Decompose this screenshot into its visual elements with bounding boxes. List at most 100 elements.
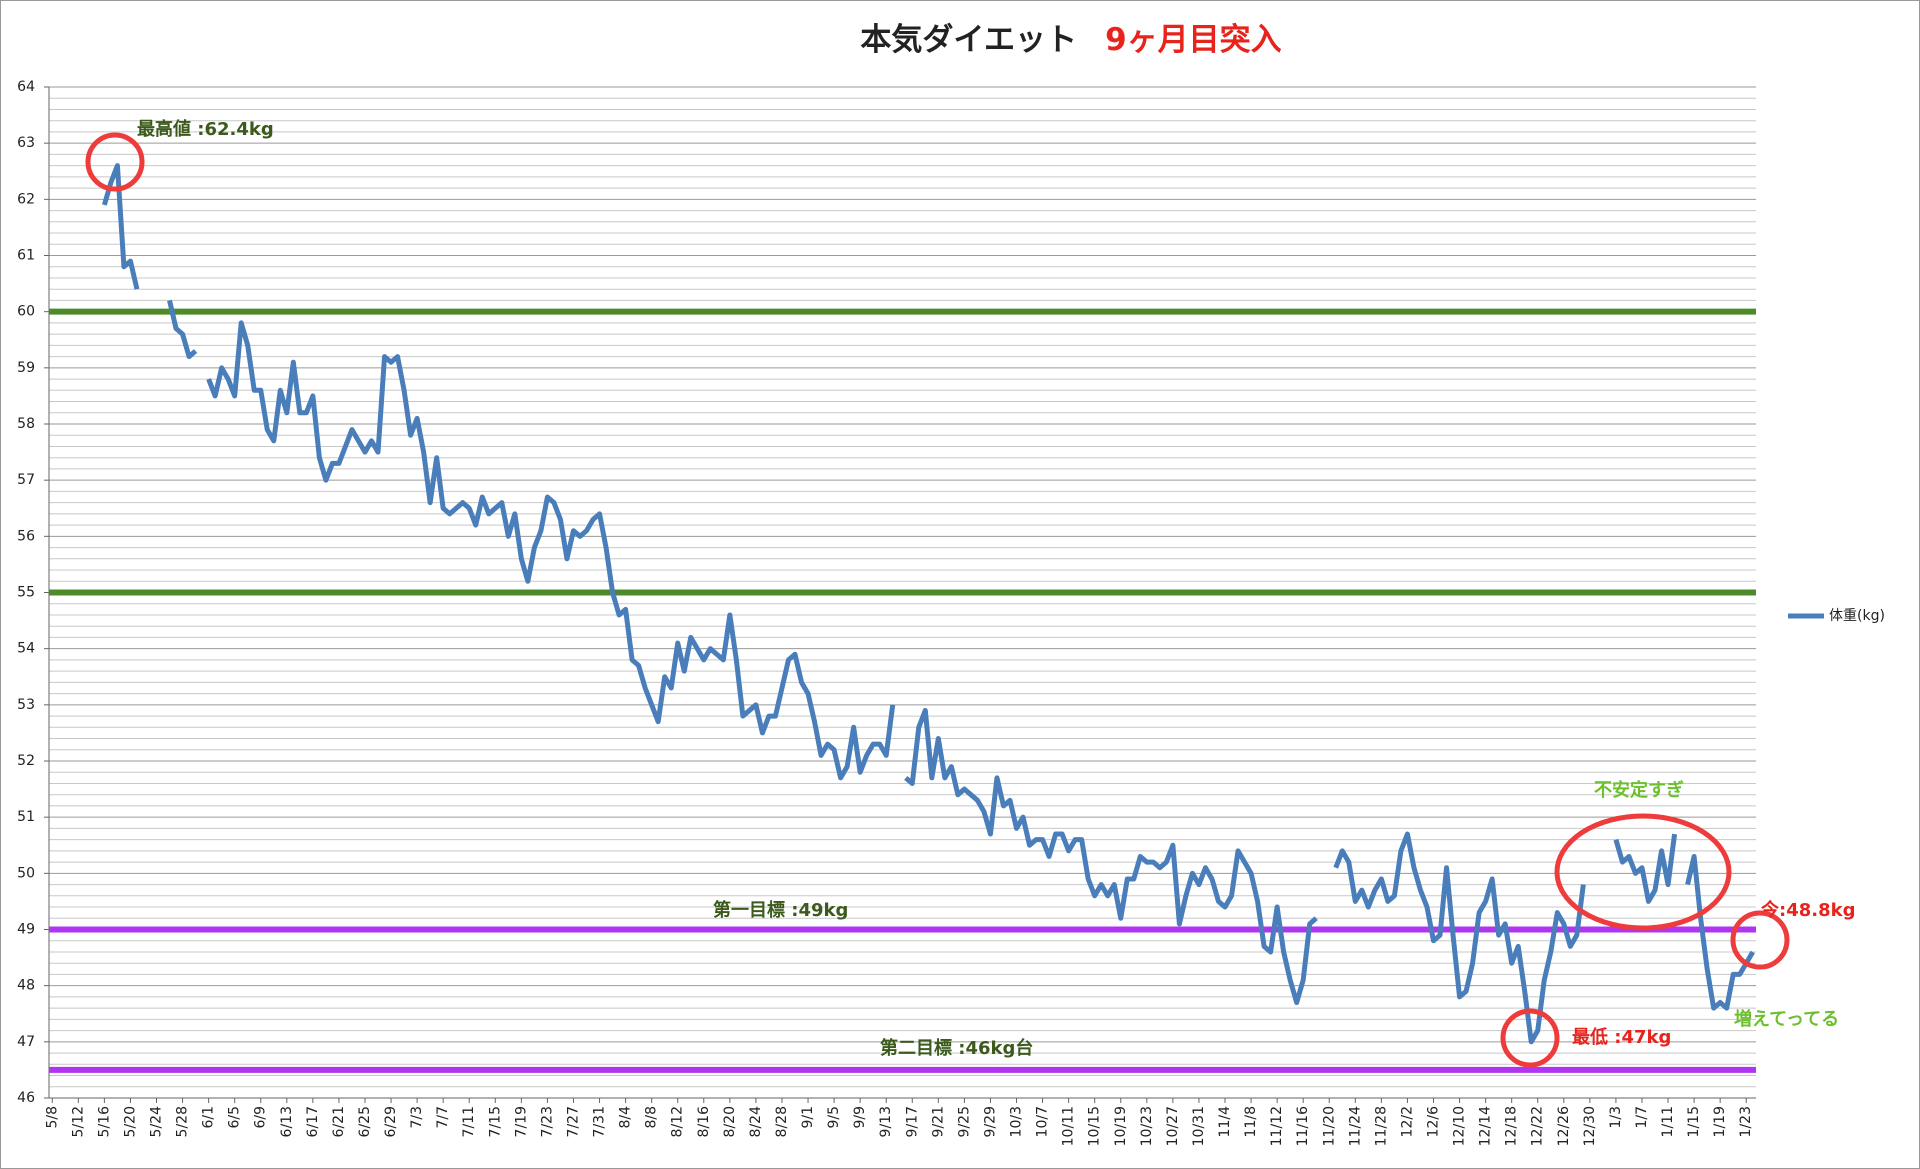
- annotation: 今:48.8kg: [1761, 899, 1855, 921]
- x-tick-label: 9/17: [904, 1106, 920, 1137]
- x-tick-label: 12/10: [1452, 1106, 1468, 1146]
- x-tick-label: 12/2: [1399, 1106, 1415, 1137]
- x-tick-label: 8/20: [722, 1106, 738, 1137]
- x-tick-label: 8/4: [618, 1106, 634, 1129]
- x-tick-label: 5/8: [44, 1106, 60, 1129]
- x-tick-label: 5/16: [96, 1106, 112, 1138]
- x-tick-label: 9/21: [930, 1106, 946, 1137]
- y-tick-label: 57: [17, 472, 35, 488]
- x-tick-label: 8/24: [748, 1106, 764, 1138]
- x-tick-label: 11/20: [1321, 1106, 1337, 1146]
- highlight-circle: [1554, 813, 1732, 931]
- x-tick-label: 5/20: [122, 1106, 138, 1137]
- annotation: 最低 :47kg: [1572, 1026, 1671, 1048]
- x-tick-label: 5/12: [70, 1106, 86, 1137]
- x-tick-label: 7/11: [461, 1106, 477, 1137]
- y-tick-label: 58: [17, 416, 35, 432]
- y-tick-label: 46: [17, 1090, 35, 1106]
- y-tick-label: 54: [17, 641, 35, 657]
- x-tick-label: 11/28: [1373, 1106, 1389, 1146]
- x-tick-label: 1/7: [1634, 1106, 1650, 1129]
- x-tick-label: 1/23: [1738, 1106, 1754, 1137]
- x-tick-label: 11/16: [1295, 1106, 1311, 1146]
- x-tick-label: 1/11: [1660, 1106, 1676, 1137]
- x-tick-label: 6/21: [331, 1106, 347, 1137]
- y-tick-label: 56: [17, 528, 35, 544]
- x-tick-label: 12/22: [1530, 1106, 1546, 1146]
- chart-title: 本気ダイエット 9ヶ月目突入: [860, 22, 1281, 58]
- y-tick-label: 53: [17, 697, 35, 713]
- x-tick-label: 11/12: [1269, 1106, 1285, 1146]
- x-tick-label: 8/12: [670, 1106, 686, 1137]
- y-tick-label: 64: [17, 79, 35, 95]
- x-tick-label: 9/13: [878, 1106, 894, 1137]
- title-highlight: 9ヶ月目突入: [1105, 22, 1282, 58]
- x-tick-label: 9/25: [956, 1106, 972, 1137]
- x-tick-label: 10/11: [1061, 1106, 1077, 1146]
- x-tick-label: 9/5: [826, 1106, 842, 1129]
- y-tick-label: 52: [17, 753, 35, 769]
- y-tick-label: 55: [17, 585, 35, 601]
- x-tick-label: 7/3: [409, 1106, 425, 1129]
- x-tick-label: 7/15: [487, 1106, 503, 1137]
- x-tick-label: 11/24: [1347, 1106, 1363, 1146]
- y-tick-label: 59: [17, 360, 35, 376]
- x-tick-label: 1/19: [1712, 1106, 1728, 1137]
- x-tick-label: 10/31: [1191, 1106, 1207, 1146]
- x-tick-label: 10/27: [1165, 1106, 1181, 1146]
- x-tick-label: 9/29: [982, 1106, 998, 1137]
- y-tick-label: 49: [17, 922, 35, 938]
- x-tick-label: 1/3: [1608, 1106, 1624, 1129]
- x-tick-label: 12/6: [1425, 1106, 1441, 1138]
- y-tick-label: 62: [17, 191, 35, 207]
- x-tick-label: 6/25: [357, 1106, 373, 1137]
- x-tick-label: 11/8: [1243, 1106, 1259, 1137]
- x-tick-label: 7/7: [435, 1106, 451, 1129]
- legend-label: 体重(kg): [1829, 608, 1885, 624]
- annotation: 増えてってる: [1734, 1008, 1839, 1030]
- x-tick-label: 12/26: [1556, 1106, 1572, 1146]
- annotation: 第一目標 :49kg: [713, 899, 848, 921]
- x-tick-label: 12/18: [1504, 1106, 1520, 1146]
- x-tick-label: 9/9: [852, 1106, 868, 1129]
- title-main: 本気ダイエット: [860, 22, 1077, 58]
- x-tick-label: 11/4: [1217, 1106, 1233, 1138]
- highlight-circle: [1730, 910, 1790, 970]
- x-tick-label: 6/13: [279, 1106, 295, 1137]
- x-tick-label: 6/29: [383, 1106, 399, 1137]
- x-tick-label: 12/30: [1582, 1106, 1598, 1146]
- annotation: 第二目標 :46kg台: [880, 1037, 1033, 1059]
- highlight-circle: [1500, 1008, 1560, 1068]
- x-tick-label: 1/15: [1686, 1106, 1702, 1137]
- x-tick-label: 7/27: [565, 1106, 581, 1137]
- y-tick-label: 50: [17, 865, 35, 881]
- x-tick-label: 7/31: [592, 1106, 608, 1137]
- x-tick-label: 6/17: [305, 1106, 321, 1137]
- x-tick-label: 9/1: [800, 1106, 816, 1129]
- x-tick-label: 10/7: [1035, 1106, 1051, 1137]
- x-tick-label: 5/28: [175, 1106, 191, 1137]
- x-tick-label: 8/8: [644, 1106, 660, 1129]
- y-tick-label: 48: [17, 978, 35, 994]
- annotation: 最高値 :62.4kg: [137, 118, 274, 140]
- x-tick-label: 5/24: [149, 1106, 165, 1138]
- x-tick-label: 6/9: [253, 1106, 269, 1129]
- y-tick-label: 60: [17, 304, 35, 320]
- y-tick-label: 61: [17, 248, 35, 264]
- x-tick-label: 10/23: [1139, 1106, 1155, 1146]
- x-tick-label: 8/16: [696, 1106, 712, 1138]
- y-tick-label: 63: [17, 135, 35, 151]
- x-tick-label: 12/14: [1478, 1106, 1494, 1146]
- x-tick-label: 10/19: [1113, 1106, 1129, 1146]
- highlight-circle: [85, 132, 145, 192]
- x-tick-label: 7/23: [539, 1106, 555, 1137]
- x-tick-label: 10/15: [1087, 1106, 1103, 1146]
- x-tick-label: 6/1: [201, 1106, 217, 1129]
- data-line: [101, 163, 1755, 1045]
- y-tick-label: 51: [17, 809, 35, 825]
- x-tick-label: 7/19: [513, 1106, 529, 1137]
- y-tick-label: 47: [17, 1034, 35, 1050]
- x-tick-label: 8/28: [774, 1106, 790, 1137]
